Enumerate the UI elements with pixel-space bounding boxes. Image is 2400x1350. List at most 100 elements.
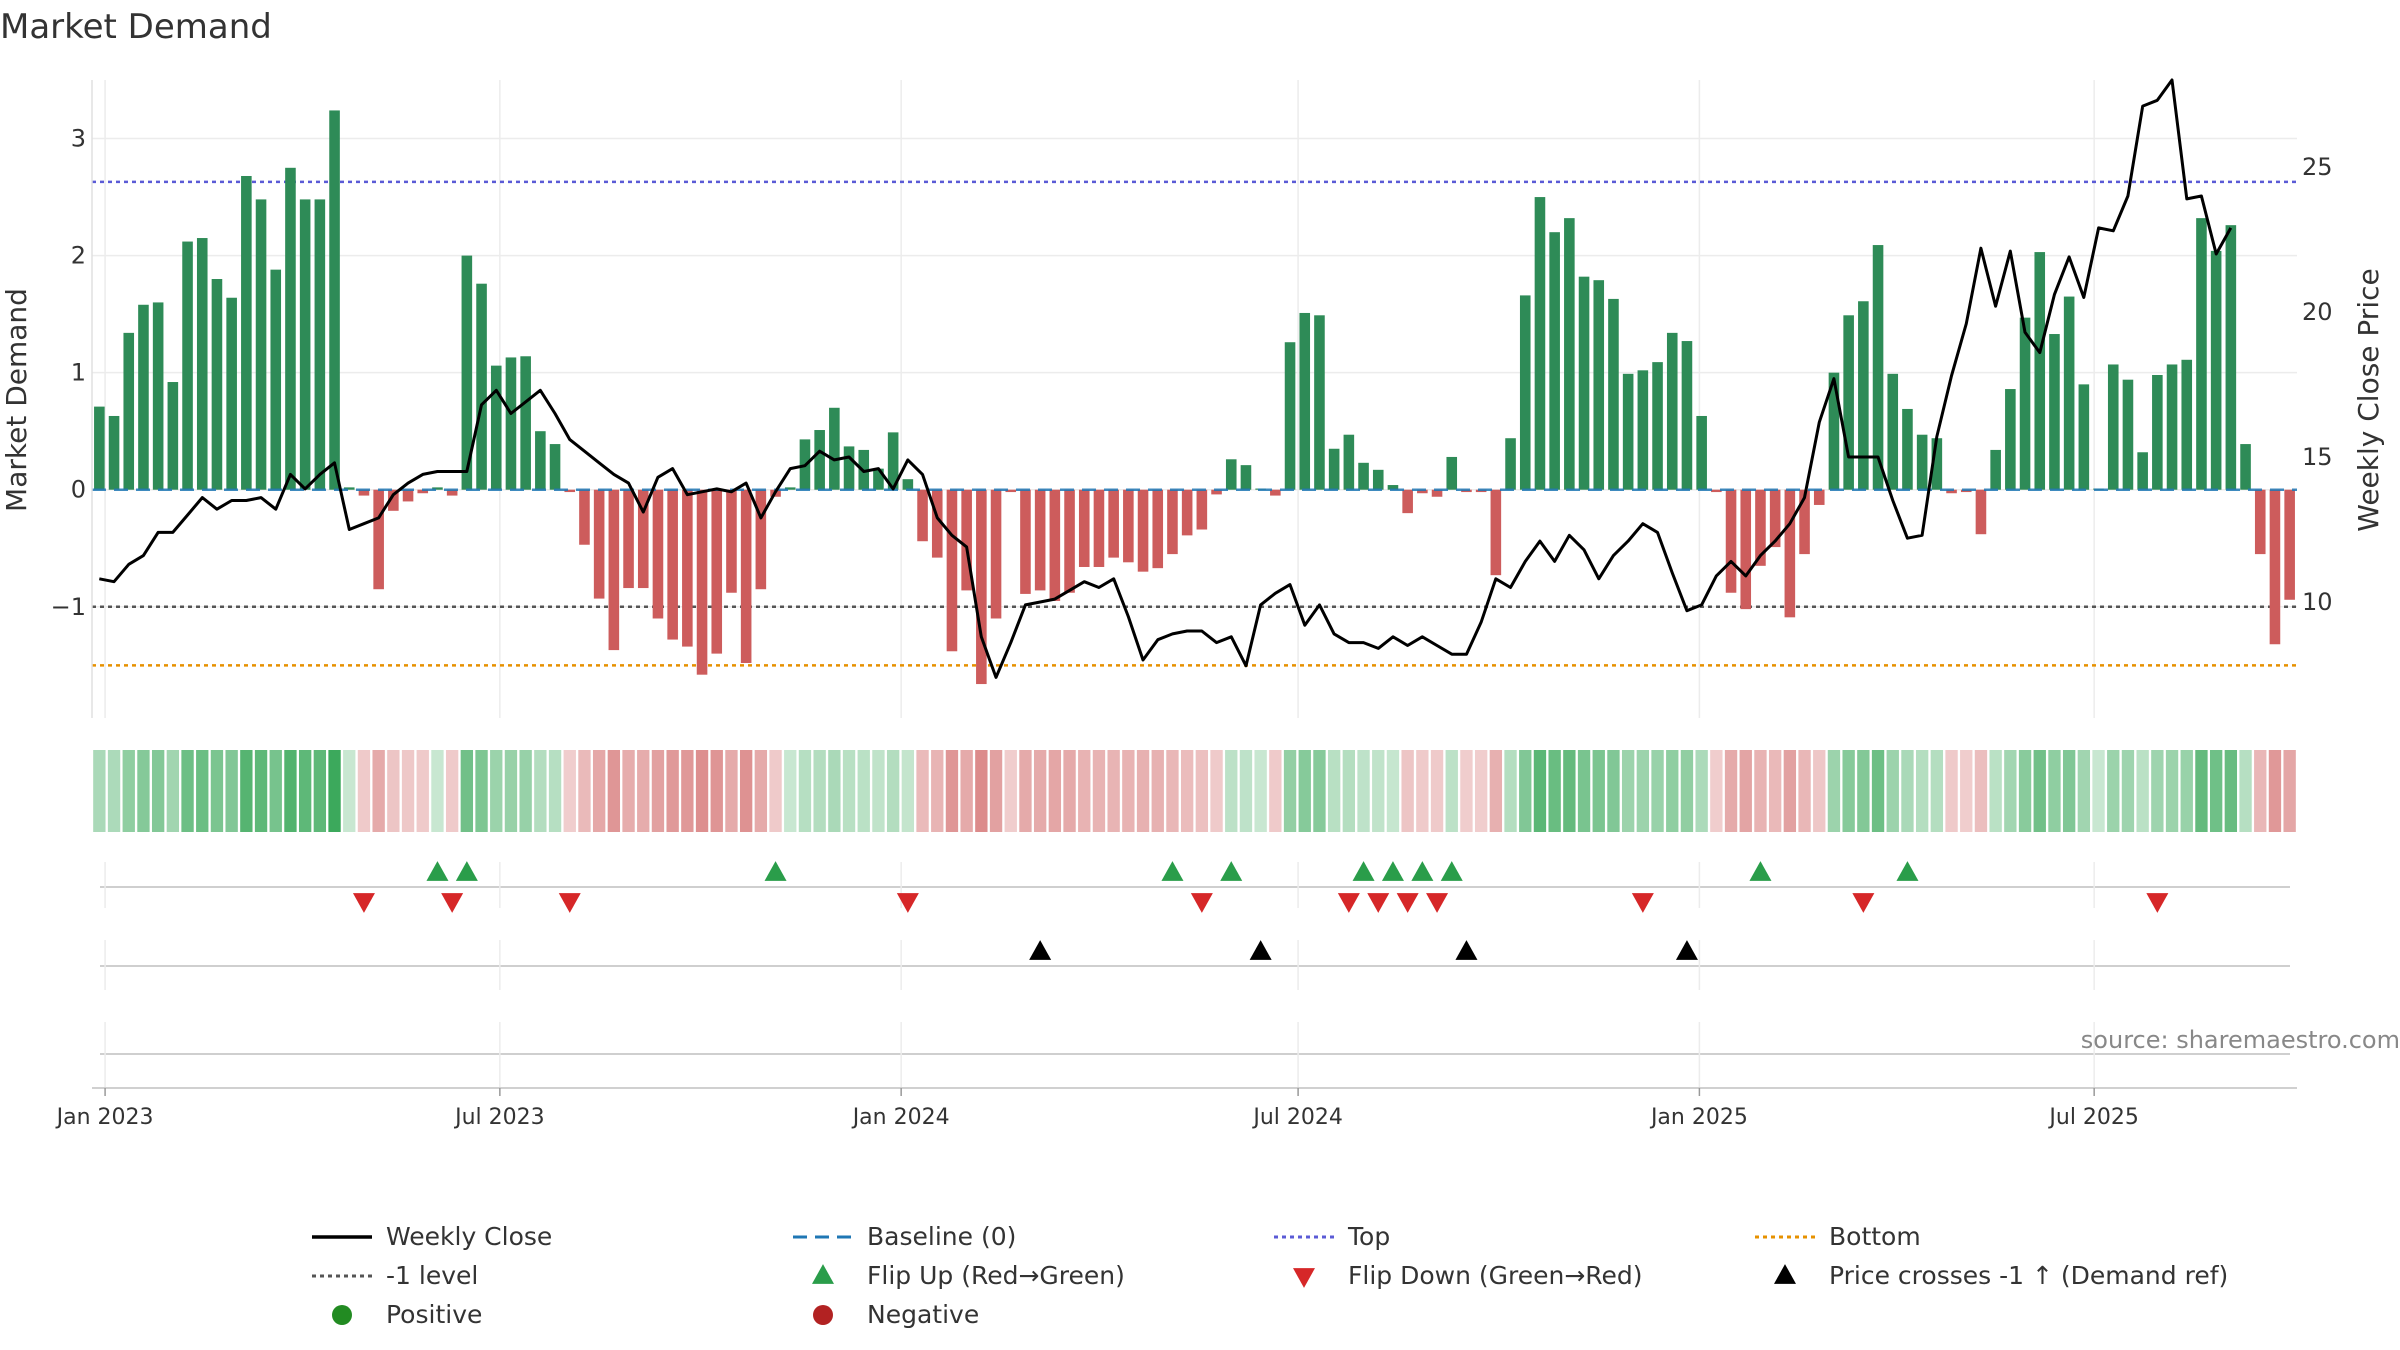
grid-lines (92, 80, 2297, 718)
heat-cell (534, 750, 547, 832)
weekly-close-line (99, 78, 2233, 679)
heat-cell (1430, 750, 1444, 832)
heat-cell (1445, 750, 1458, 832)
heat-cell (1886, 750, 1899, 832)
heat-cell (1930, 750, 1944, 832)
demand-bar (593, 489, 605, 599)
heat-cell (1798, 750, 1811, 832)
heat-cell (578, 750, 591, 832)
flip-down-marker (1631, 893, 1654, 913)
heat-cell (1151, 750, 1164, 832)
heat-cell (769, 750, 782, 832)
demand-bar (976, 489, 987, 685)
heat-cell (813, 750, 826, 832)
demand-bar (373, 489, 384, 590)
price-cross-marker (1029, 940, 1052, 960)
flip-up-marker (1411, 861, 1434, 881)
heat-cell (666, 750, 679, 832)
heat-cell (2165, 750, 2179, 832)
heat-cell (945, 750, 959, 832)
legend-swatch (1774, 1264, 1796, 1284)
price-cross-markers-panel (100, 940, 2290, 990)
heat-cell (372, 750, 385, 832)
demand-bar (1681, 341, 1693, 490)
heat-cell (1092, 750, 1106, 832)
demand-bar (446, 489, 458, 496)
x-tick-label: Jan 2023 (55, 1105, 154, 1130)
demand-bar (1505, 438, 1516, 490)
flip-up-marker (1352, 861, 1375, 881)
demand-bar (1637, 370, 1649, 490)
legend-label: Positive (386, 1300, 482, 1329)
demand-bar (1696, 415, 1707, 490)
demand-bar (1608, 298, 1619, 490)
legend-item-weekly-close: Weekly Close (312, 1222, 552, 1251)
heat-cell (1519, 750, 1532, 832)
demand-bar (1946, 489, 1957, 494)
heat-cell (181, 750, 194, 832)
demand-bar (1064, 489, 1075, 593)
flip-up-marker (1896, 861, 1919, 881)
heat-cell (93, 750, 106, 832)
heat-cell (2004, 750, 2017, 832)
demand-bar (211, 279, 223, 490)
heat-cell (2033, 750, 2046, 832)
source-note: source: sharemaestro.com (2081, 1026, 2400, 1054)
heat-cell (2062, 750, 2076, 832)
demand-bar (2166, 364, 2178, 490)
chart-title: Market Demand (0, 7, 272, 47)
legend-item-price-cross: Price crosses -1 ↑ (Demand ref) (1774, 1261, 2228, 1290)
heat-cell (431, 750, 444, 832)
demand-bar (343, 487, 355, 490)
heat-cell (2195, 750, 2208, 832)
flip-markers-panel (100, 861, 2290, 913)
x-tick-label: Jul 2023 (453, 1105, 545, 1130)
heat-cell (872, 750, 885, 832)
demand-bar (2122, 379, 2134, 490)
heat-cell (504, 750, 518, 832)
legend-item-positive: Positive (332, 1300, 482, 1329)
heat-cell (1283, 750, 1297, 832)
demand-bar (755, 489, 767, 590)
legend-item-flip-up: Flip Up (Red→Green) (812, 1261, 1125, 1290)
heat-cell (1239, 750, 1253, 832)
demand-bar (520, 356, 531, 490)
demand-bar (1152, 489, 1164, 569)
demand-bar (138, 304, 149, 490)
demand-bar (1240, 465, 1252, 490)
demand-bar (1519, 295, 1531, 490)
demand-bar (2034, 252, 2046, 490)
heat-cell (2180, 750, 2193, 832)
demand-bar (1784, 489, 1796, 618)
heat-cell (1474, 750, 1488, 832)
heat-cell (1136, 750, 1150, 832)
heat-cell (1813, 750, 1826, 832)
heat-cell (784, 750, 797, 832)
heat-cell (2048, 750, 2061, 832)
heat-cell (1107, 750, 1120, 832)
demand-bar (1549, 232, 1560, 490)
demand-bar (241, 175, 252, 490)
demand-bar (1490, 489, 1502, 576)
heat-cell (1695, 750, 1708, 832)
heat-cell (651, 750, 665, 832)
heat-cell (328, 750, 341, 832)
heat-cell (798, 750, 812, 832)
demand-heatmap-strip (93, 750, 2296, 832)
demand-bar (1167, 489, 1178, 555)
demand-bar (1843, 315, 1854, 490)
demand-bar (2225, 225, 2237, 490)
heat-cell (1269, 750, 1282, 832)
demand-bar (814, 430, 825, 490)
heat-cell (1004, 750, 1017, 832)
heat-cell (445, 750, 459, 832)
demand-bar (726, 489, 737, 593)
heat-cell (725, 750, 738, 832)
demand-bar (1123, 489, 1134, 563)
demand-bar (2078, 384, 2090, 490)
heat-cell (284, 750, 297, 832)
heat-cell (122, 750, 135, 832)
heat-cell (2224, 750, 2238, 832)
heat-cell (1342, 750, 1356, 832)
